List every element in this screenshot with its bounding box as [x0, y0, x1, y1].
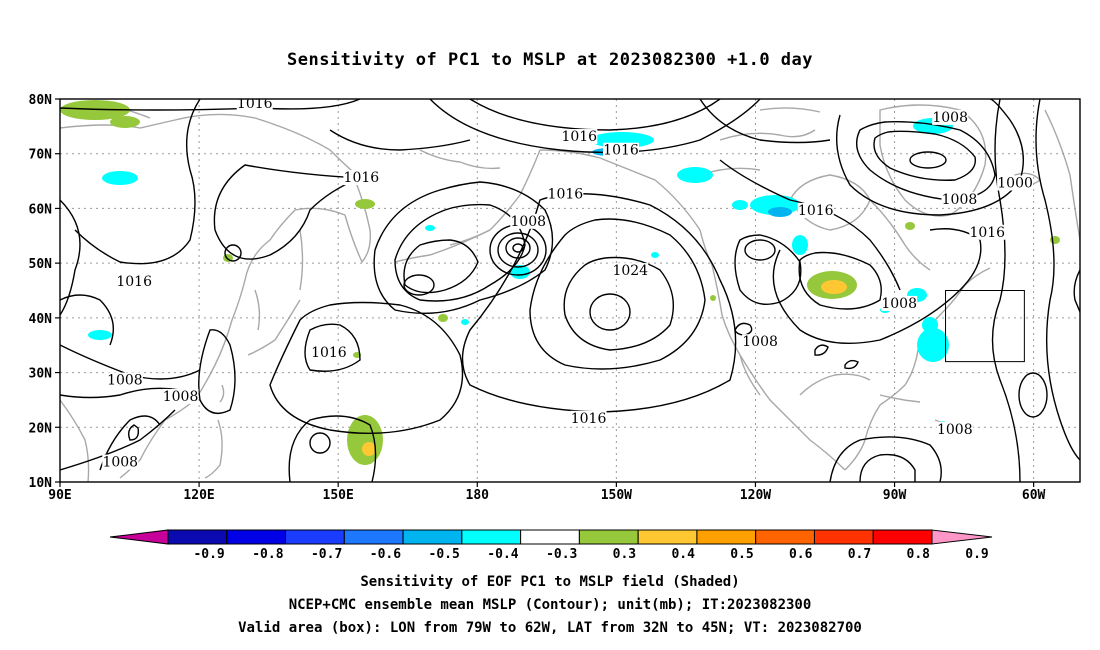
lat-label: 50N [29, 257, 53, 272]
lon-label: 90W [883, 488, 907, 503]
shade-negative [425, 225, 435, 231]
contour-label: 1016 [571, 411, 607, 427]
colorbar-segment [637, 529, 698, 545]
lat-label: 40N [29, 312, 53, 327]
shade-positive [438, 314, 448, 322]
shade-negative [651, 252, 659, 258]
colorbar-label: 0.7 [848, 547, 871, 562]
colorbar-low-arrow [109, 529, 169, 545]
colorbar-label: 0.9 [965, 547, 988, 562]
colorbar-segment [167, 529, 228, 545]
contour-label: 1008 [942, 192, 978, 208]
contour-label: 1008 [510, 214, 546, 230]
mslp-contours [60, 99, 1080, 482]
shade-negative [768, 207, 792, 217]
colorbar-label: -0.4 [487, 547, 518, 562]
lon-label: 180 [466, 488, 490, 503]
contour-label: 1008 [932, 110, 968, 126]
colorbar-segment [755, 529, 815, 545]
shade-negative [917, 328, 949, 362]
shade-negative [922, 317, 938, 333]
colorbar-label: 0.3 [613, 547, 636, 562]
contour-label: 1016 [237, 96, 273, 112]
colorbar-label: -0.7 [311, 547, 342, 562]
colorbar-segment [343, 529, 404, 545]
contour-label: 1008 [881, 296, 917, 312]
map-frame [59, 98, 1081, 483]
colorbar-segment [461, 529, 522, 545]
colorbar-label: -0.9 [193, 547, 224, 562]
shade-negative [792, 235, 808, 255]
contour-label: 1016 [311, 345, 347, 361]
contour-label: 1016 [969, 225, 1005, 241]
colorbar-label: -0.8 [252, 547, 283, 562]
colorbar-segment [696, 529, 757, 545]
contour-label: 1024 [612, 263, 648, 279]
shade-positive [362, 442, 376, 456]
colorbar-segment [813, 529, 874, 545]
contour-label: 1016 [116, 274, 152, 290]
lat-label: 20N [29, 421, 53, 436]
lon-label: 150W [601, 488, 632, 503]
grid-lines [60, 99, 1080, 482]
contour-labels: 1016101610161016101610161008102410161008… [102, 96, 1034, 471]
colorbar: -0.9 -0.8 -0.7 -0.6 -0.5 -0.4 -0.3 0.3 0.4 0.5 0.6… [109, 529, 993, 562]
caption-contour: NCEP+CMC ensemble mean MSLP (Contour); u… [288, 597, 812, 613]
sensitivity-shading [60, 100, 1060, 465]
lat-label: 10N [29, 476, 53, 491]
contour-label: 1008 [163, 389, 199, 405]
shade-positive [905, 222, 915, 230]
caption-shaded: Sensitivity of EOF PC1 to MSLP field (Sh… [360, 574, 740, 590]
contour-label: 1008 [742, 334, 778, 350]
lat-label: 70N [29, 148, 53, 163]
contour-label: 1008 [937, 422, 973, 438]
contour-label: 1008 [107, 373, 143, 389]
lat-label: 60N [29, 202, 53, 217]
colorbar-segment [578, 529, 639, 545]
colorbar-label: 0.5 [730, 547, 753, 562]
lon-label: 120W [740, 488, 771, 503]
colorbar-label: -0.3 [546, 547, 577, 562]
shade-positive [60, 100, 130, 120]
shade-positive [110, 116, 140, 128]
caption-valid-area: Valid area (box): LON from 79W to 62W, L… [238, 620, 862, 636]
colorbar-segment [402, 529, 463, 545]
contour-label: 1016 [344, 170, 380, 186]
shade-negative [102, 171, 138, 185]
shade-negative [88, 330, 112, 340]
colorbar-segment [285, 529, 345, 545]
colorbar-segment [226, 529, 287, 545]
colorbar-label: -0.6 [370, 547, 401, 562]
map-title: Sensitivity of PC1 to MSLP at 2023082300… [286, 50, 813, 70]
shade-positive [710, 295, 716, 301]
lat-label: 80N [29, 93, 53, 108]
shade-negative [461, 319, 469, 325]
valid-area-box [945, 290, 1025, 363]
coastlines [60, 101, 1080, 482]
colorbar-high-arrow [931, 529, 993, 545]
colorbar-label: 0.8 [907, 547, 931, 562]
contour-label: 1000 [997, 176, 1033, 192]
lat-label: 30N [29, 367, 53, 382]
contour-label: 1016 [548, 186, 584, 202]
colorbar-label: 0.4 [671, 547, 695, 562]
colorbar-segment [872, 529, 933, 545]
contour-label: 1008 [102, 455, 138, 471]
contour-label: 1016 [603, 143, 639, 159]
colorbar-label: -0.5 [429, 547, 460, 562]
lon-label: 90E [48, 488, 71, 503]
shade-positive [821, 280, 847, 294]
lon-label: 60W [1022, 488, 1046, 503]
contour-label: 1016 [561, 129, 597, 145]
colorbar-label: 0.6 [789, 547, 813, 562]
lon-label: 150E [323, 488, 354, 503]
colorbar-segment [520, 529, 580, 545]
contour-label: 1016 [798, 203, 834, 219]
shade-negative [677, 167, 713, 183]
shade-negative [732, 200, 748, 210]
lon-label: 120E [183, 488, 214, 503]
shade-positive [355, 199, 375, 209]
